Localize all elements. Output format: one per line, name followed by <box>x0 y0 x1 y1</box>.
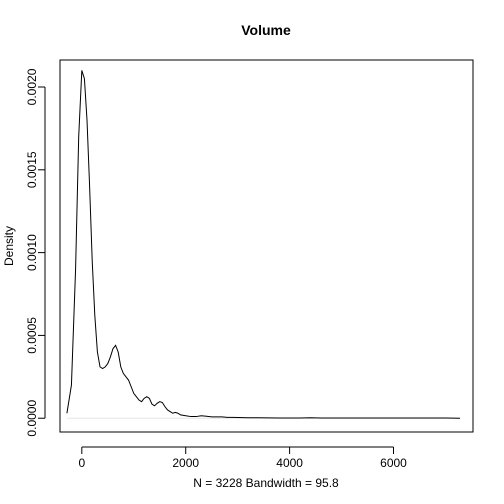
y-tick-label: 0.0010 <box>25 234 39 271</box>
y-tick-label: 0.0020 <box>25 68 39 105</box>
x-tick-label: 4000 <box>276 456 303 470</box>
chart-title: Volume <box>241 22 291 38</box>
y-tick-label: 0.0005 <box>25 317 39 354</box>
x-tick-label: 0 <box>78 456 85 470</box>
x-tick-label: 6000 <box>380 456 407 470</box>
x-axis-ticks: 0 2000 4000 6000 <box>78 447 407 470</box>
y-axis-label: Density <box>2 226 16 266</box>
x-tick-label: 2000 <box>172 456 199 470</box>
density-line <box>66 70 461 419</box>
plot-frame <box>59 59 474 433</box>
y-tick-label: 0.0000 <box>25 400 39 437</box>
y-tick-label: 0.0015 <box>25 151 39 188</box>
y-axis-ticks: 0.0000 0.0005 0.0010 0.0015 0.0020 <box>25 68 45 437</box>
x-axis-label: N = 3228 Bandwidth = 95.8 <box>193 476 339 490</box>
